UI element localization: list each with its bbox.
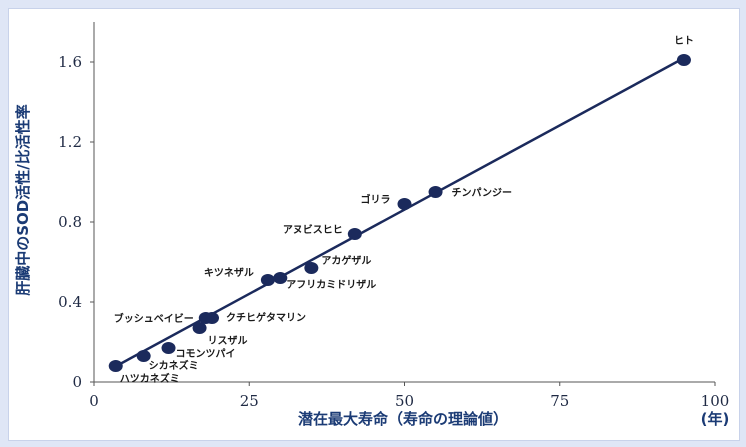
data-point — [304, 262, 319, 274]
point-label: アヌビスヒヒ — [283, 223, 343, 236]
x-tick-label: 0 — [89, 392, 99, 410]
data-point — [347, 228, 362, 240]
x-tick-label: 75 — [550, 392, 569, 410]
y-tick-label: 1.6 — [58, 53, 82, 71]
y-tick-label: 0 — [72, 373, 82, 391]
point-label: アフリカミドリザル — [286, 279, 376, 291]
point-label: チンパンジー — [452, 187, 513, 199]
data-point — [428, 186, 443, 198]
point-label: キツネザル — [204, 267, 254, 279]
data-point — [204, 312, 219, 324]
data-points — [108, 54, 691, 372]
axes — [90, 22, 716, 386]
data-point — [192, 322, 207, 334]
data-point — [273, 272, 288, 284]
data-point — [161, 342, 176, 354]
data-point — [260, 274, 275, 286]
point-label: ゴリラ — [361, 193, 391, 206]
data-point — [136, 350, 151, 362]
y-tick-label: 1.2 — [58, 133, 82, 151]
x-axis-unit: (年) — [701, 410, 730, 428]
x-tick-label: 50 — [395, 392, 414, 410]
data-point — [397, 198, 412, 210]
point-label: シカネズミ — [149, 359, 199, 372]
point-label: ヒト — [674, 35, 694, 47]
y-tick-label: 0.8 — [58, 213, 82, 231]
y-axis-title: 肝臓中のSOD活性/比活性率 — [14, 104, 32, 296]
point-label: コモンツパイ — [176, 348, 236, 360]
x-tick-label: 100 — [701, 392, 730, 410]
point-label: リスザル — [208, 335, 248, 347]
data-point — [676, 54, 691, 66]
trend-line — [112, 56, 685, 370]
point-label: アカゲザル — [321, 254, 371, 267]
point-label: クチヒゲタマリン — [226, 311, 306, 324]
x-tick-label: 25 — [240, 392, 259, 410]
tick-labels: 0 25 50 75 100 0 0.4 0.8 1.2 1.6 — [58, 53, 729, 410]
data-point — [108, 360, 123, 372]
point-label: ブッシュベイビー — [114, 312, 194, 325]
point-label: ハツカネズミ — [120, 372, 180, 385]
chart-frame — [8, 8, 740, 441]
x-axis-title: 潜在最大寿命（寿命の理論値） — [298, 410, 508, 428]
y-tick-label: 0.4 — [58, 293, 82, 311]
